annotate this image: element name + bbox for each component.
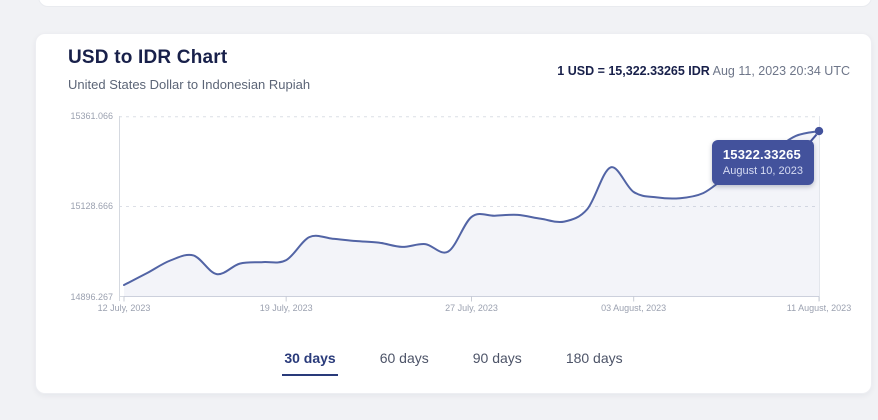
price-line [123, 130, 820, 286]
tab-60-days[interactable]: 60 days [379, 350, 429, 366]
y-axis-label: 15128.666 [70, 201, 113, 211]
period-tabs: 30 days 60 days 90 days 180 days [36, 348, 871, 376]
live-rate-timestamp: Aug 11, 2023 20:34 UTC [712, 64, 850, 78]
y-axis-label: 14896.267 [70, 292, 113, 302]
x-axis-label: 03 August, 2023 [601, 303, 667, 313]
chart-plot-area: 15361.066 15128.666 14896.267 12 July, 2… [70, 111, 851, 313]
chart-card: USD to IDR Chart United States Dollar to… [35, 33, 872, 394]
x-axis-label: 19 July, 2023 [259, 303, 313, 313]
point-tooltip: 15322.33265 August 10, 2023 [711, 140, 814, 185]
live-rate: 1 USD = 15,322.33265 IDR Aug 11, 2023 20… [557, 64, 850, 78]
page-subtitle: United States Dollar to Indonesian Rupia… [68, 77, 311, 92]
tab-90-days[interactable]: 90 days [472, 350, 522, 366]
x-axis-label: 11 August, 2023 [786, 303, 852, 313]
previous-card-edge [38, 0, 872, 7]
x-axis-label: 12 July, 2023 [97, 303, 151, 313]
live-rate-value: 1 USD = 15,322.33265 IDR [557, 64, 710, 78]
y-axis-label: 15361.066 [70, 111, 113, 121]
tab-180-days[interactable]: 180 days [565, 350, 623, 366]
tooltip-date: August 10, 2023 [722, 165, 803, 177]
page-title: USD to IDR Chart [68, 47, 228, 68]
area-fill [124, 131, 819, 297]
tooltip-value: 15322.33265 [722, 147, 801, 162]
data-point-dot [814, 126, 824, 136]
x-axis-ticks [123, 296, 820, 302]
x-axis-label: 27 July, 2023 [445, 303, 498, 313]
tab-30-days[interactable]: 30 days [282, 348, 338, 376]
